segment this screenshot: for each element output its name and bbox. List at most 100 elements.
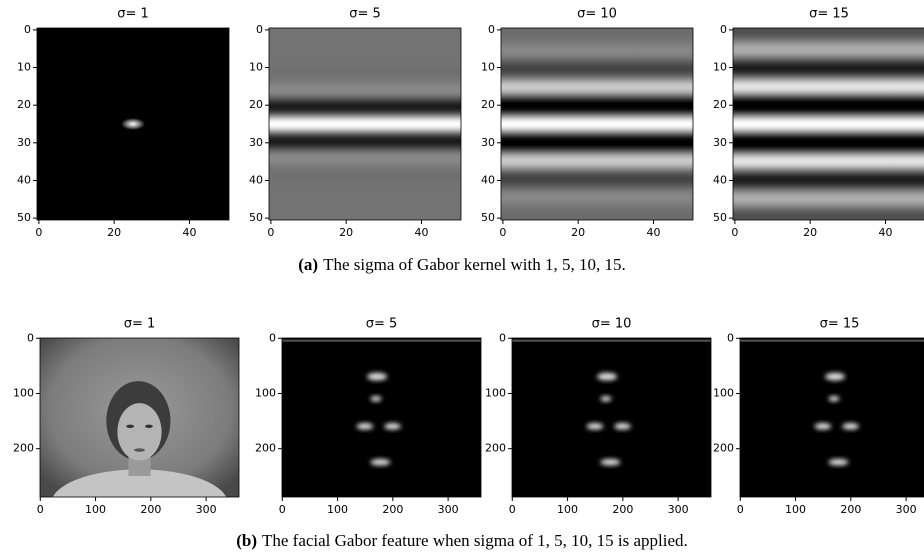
- feature-blob: [614, 423, 631, 430]
- y-tick-label: 100: [255, 386, 276, 399]
- x-tick-label: 0: [279, 503, 286, 516]
- y-tick-label: 30: [17, 136, 31, 149]
- y-tick-label: 40: [17, 173, 31, 186]
- kernel-image: [501, 28, 693, 220]
- feature-blob: [356, 423, 374, 430]
- y-tick-label: 0: [27, 331, 34, 344]
- x-tick-label: 300: [668, 503, 689, 516]
- image: [733, 28, 924, 220]
- y-tick-label: 100: [713, 386, 734, 399]
- feature-blob: [842, 423, 859, 430]
- caption-text: The sigma of Gabor kernel with 1, 5, 10,…: [323, 255, 626, 274]
- x-tick-label: 300: [896, 503, 917, 516]
- feature-blob: [384, 423, 401, 430]
- x-tick-label: 300: [196, 503, 217, 516]
- image-frame: [739, 337, 924, 498]
- y-tick-label: 0: [720, 23, 727, 36]
- x-tick-label: 20: [339, 226, 353, 239]
- y-tick-label: 200: [255, 442, 276, 455]
- x-tick-label: 100: [327, 503, 348, 516]
- y-tick-label: 50: [17, 211, 31, 224]
- x-tick-label: 40: [414, 226, 428, 239]
- caption-label: (a): [298, 255, 318, 274]
- x-tick-label: 0: [267, 226, 274, 239]
- x-tick-label: 0: [35, 226, 42, 239]
- x-tick-label: 40: [646, 226, 660, 239]
- panel-title: σ= 10: [577, 7, 617, 22]
- image-bg: [282, 338, 481, 497]
- image-bg: [740, 338, 924, 497]
- panel-title: σ= 15: [820, 317, 860, 332]
- y-tick-label: 0: [24, 23, 31, 36]
- x-tick-label: 20: [107, 226, 121, 239]
- image-frame: [511, 337, 712, 498]
- feature-blob: [367, 372, 388, 381]
- y-tick-label: 40: [249, 173, 263, 186]
- caption: (b) The facial Gabor feature when sigma o…: [236, 531, 688, 550]
- feature-blob: [586, 423, 604, 430]
- image: [512, 338, 711, 497]
- y-tick-label: 0: [256, 23, 263, 36]
- y-tick-label: 0: [727, 331, 734, 344]
- mouth: [133, 448, 146, 452]
- image: [37, 28, 229, 220]
- panel: σ= 15 0 20 40 0 10 20 30 40 50: [713, 7, 924, 239]
- y-tick-label: 20: [249, 98, 263, 111]
- x-tick-label: 0: [37, 503, 44, 516]
- feature-blob: [600, 458, 621, 466]
- feature-blob: [828, 395, 840, 402]
- x-tick-label: 0: [509, 503, 516, 516]
- image: [269, 28, 461, 220]
- kernel-image: [733, 28, 924, 220]
- x-tick-label: 0: [737, 503, 744, 516]
- panel: σ= 5 0 100 200 300 0 100 200: [255, 317, 482, 516]
- feature-blob: [370, 458, 391, 466]
- image: [40, 338, 239, 497]
- y-tick-label: 20: [481, 98, 495, 111]
- panel-title: σ= 15: [809, 7, 849, 22]
- feature-blob: [370, 395, 382, 402]
- image-frame: [732, 27, 924, 221]
- x-tick-label: 300: [438, 503, 459, 516]
- shoulders: [52, 469, 227, 497]
- y-tick-label: 10: [17, 61, 31, 74]
- feature-blob: [828, 458, 849, 466]
- kernel-blob: [120, 117, 146, 131]
- y-tick-label: 20: [17, 98, 31, 111]
- y-tick-label: 30: [481, 136, 495, 149]
- y-tick-label: 10: [481, 61, 495, 74]
- caption-text: The facial Gabor feature when sigma of 1…: [262, 531, 688, 550]
- eye: [145, 424, 153, 428]
- y-tick-label: 30: [249, 136, 263, 149]
- y-tick-label: 40: [481, 173, 495, 186]
- panel: σ= 10 0 20 40 0 10 20 30 40 50: [481, 7, 694, 239]
- y-tick-label: 0: [488, 23, 495, 36]
- caption: (a) The sigma of Gabor kernel with 1, 5, …: [298, 255, 625, 274]
- y-tick-label: 40: [713, 173, 727, 186]
- x-tick-label: 40: [878, 226, 892, 239]
- panel: σ= 1 0 20 40 0 10 20 30 40 50: [17, 7, 230, 239]
- y-tick-label: 200: [485, 442, 506, 455]
- feature-blob: [814, 423, 832, 430]
- panel: σ= 5 0 20 40 0 10 20 30 40 50: [249, 7, 462, 239]
- edge-line: [512, 339, 711, 342]
- x-tick-label: 200: [840, 503, 861, 516]
- y-tick-label: 50: [481, 211, 495, 224]
- y-tick-label: 100: [485, 386, 506, 399]
- feature-blob: [600, 395, 612, 402]
- image: [501, 28, 693, 220]
- y-tick-label: 0: [499, 331, 506, 344]
- panel: σ= 10 0 100 200 300 0 100 200: [485, 317, 712, 516]
- eye: [126, 424, 134, 428]
- x-tick-label: 100: [785, 503, 806, 516]
- y-tick-label: 200: [13, 442, 34, 455]
- image-bg: [512, 338, 711, 497]
- y-tick-label: 0: [269, 331, 276, 344]
- image-frame: [268, 27, 462, 221]
- x-tick-label: 40: [182, 226, 196, 239]
- edge-line: [282, 339, 481, 342]
- image-frame: [281, 337, 482, 498]
- x-tick-label: 0: [499, 226, 506, 239]
- x-tick-label: 200: [612, 503, 633, 516]
